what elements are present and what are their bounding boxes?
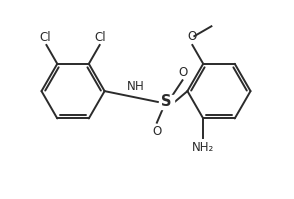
Text: H: H [135, 80, 144, 93]
Text: O: O [179, 66, 188, 79]
Text: O: O [152, 125, 161, 138]
Text: N: N [127, 80, 136, 93]
Text: NH₂: NH₂ [192, 141, 214, 154]
Text: S: S [161, 95, 172, 109]
Text: Cl: Cl [40, 31, 51, 44]
Bar [160, 95, 174, 109]
Text: O: O [188, 30, 197, 43]
Text: Cl: Cl [95, 31, 106, 44]
